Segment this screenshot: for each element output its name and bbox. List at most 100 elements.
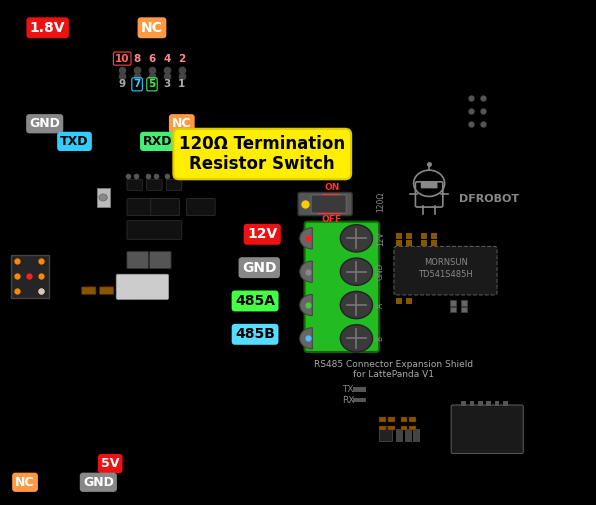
- Text: GND: GND: [83, 476, 114, 489]
- Bar: [396, 240, 402, 246]
- Wedge shape: [300, 261, 312, 282]
- Bar: [396, 429, 402, 441]
- Text: 1.8V: 1.8V: [30, 21, 66, 35]
- Text: TXD: TXD: [60, 135, 89, 148]
- Bar: [495, 401, 499, 406]
- Bar: [379, 426, 386, 430]
- Bar: [470, 401, 474, 406]
- Text: NC: NC: [15, 476, 35, 489]
- Bar: [406, 240, 412, 246]
- Bar: [461, 401, 466, 406]
- Text: 5V: 5V: [101, 457, 119, 470]
- FancyBboxPatch shape: [127, 198, 156, 216]
- Text: 120Ω: 120Ω: [375, 192, 385, 212]
- Bar: [413, 429, 419, 441]
- Text: 1: 1: [178, 79, 185, 89]
- FancyBboxPatch shape: [298, 192, 352, 216]
- Text: A: A: [375, 302, 385, 308]
- Text: 4: 4: [163, 54, 170, 64]
- Text: TD541S485H: TD541S485H: [418, 270, 473, 279]
- Text: 2: 2: [178, 54, 185, 64]
- Text: 8: 8: [134, 54, 141, 64]
- Text: TX: TX: [342, 385, 353, 394]
- FancyBboxPatch shape: [311, 195, 346, 213]
- FancyBboxPatch shape: [150, 251, 171, 269]
- Text: 9: 9: [119, 79, 126, 89]
- FancyBboxPatch shape: [127, 221, 182, 239]
- Bar: [409, 417, 416, 422]
- Bar: [406, 298, 412, 304]
- Bar: [396, 233, 402, 239]
- FancyBboxPatch shape: [305, 222, 379, 352]
- Bar: [486, 401, 491, 406]
- Text: GND: GND: [29, 117, 60, 130]
- Text: B: B: [375, 336, 385, 341]
- Bar: [353, 387, 366, 392]
- Text: RS485 Connector Expansion Shield
for LattePanda V1: RS485 Connector Expansion Shield for Lat…: [314, 360, 473, 379]
- Bar: [431, 233, 437, 239]
- Text: 12V: 12V: [247, 227, 277, 241]
- FancyBboxPatch shape: [421, 181, 437, 188]
- Bar: [11, 255, 49, 298]
- Bar: [401, 426, 407, 430]
- Bar: [379, 417, 386, 422]
- Circle shape: [340, 291, 372, 319]
- Bar: [421, 240, 427, 246]
- FancyBboxPatch shape: [82, 287, 96, 294]
- Text: RXD: RXD: [143, 135, 173, 148]
- Text: 10: 10: [115, 54, 129, 64]
- Bar: [461, 307, 467, 312]
- FancyBboxPatch shape: [151, 198, 179, 216]
- Text: MORNSUN: MORNSUN: [424, 258, 468, 267]
- Text: 5: 5: [148, 79, 156, 89]
- Bar: [353, 398, 366, 402]
- Circle shape: [340, 225, 372, 252]
- Text: NC: NC: [141, 21, 163, 35]
- Text: GND: GND: [242, 261, 277, 275]
- Bar: [396, 298, 402, 304]
- FancyBboxPatch shape: [166, 179, 182, 190]
- Bar: [388, 426, 395, 430]
- Text: 3: 3: [163, 79, 170, 89]
- Circle shape: [340, 258, 372, 285]
- FancyBboxPatch shape: [394, 246, 497, 295]
- Text: OFF: OFF: [321, 215, 342, 224]
- FancyBboxPatch shape: [127, 251, 148, 269]
- FancyBboxPatch shape: [100, 287, 114, 294]
- Text: NC: NC: [172, 117, 191, 130]
- Bar: [379, 426, 392, 441]
- Text: RX: RX: [342, 396, 355, 405]
- Text: ON: ON: [325, 183, 340, 192]
- Text: 485B: 485B: [235, 327, 275, 341]
- Text: 120Ω Termination
Resistor Switch: 120Ω Termination Resistor Switch: [179, 135, 345, 173]
- Bar: [461, 300, 467, 306]
- FancyBboxPatch shape: [127, 179, 142, 190]
- Bar: [421, 233, 427, 239]
- FancyBboxPatch shape: [147, 179, 162, 190]
- Bar: [401, 417, 407, 422]
- Bar: [450, 307, 456, 312]
- Wedge shape: [300, 328, 312, 349]
- Bar: [450, 300, 456, 306]
- Bar: [97, 188, 110, 207]
- Text: 6: 6: [148, 54, 156, 64]
- Text: GND: GND: [375, 263, 385, 280]
- Wedge shape: [300, 228, 312, 249]
- Bar: [478, 401, 483, 406]
- Bar: [405, 429, 411, 441]
- Wedge shape: [300, 294, 312, 316]
- Bar: [409, 426, 416, 430]
- Bar: [388, 417, 395, 422]
- Circle shape: [340, 325, 372, 352]
- Text: 485A: 485A: [235, 294, 275, 308]
- Bar: [431, 240, 437, 246]
- Bar: [406, 233, 412, 239]
- Text: 7: 7: [134, 79, 141, 89]
- FancyBboxPatch shape: [116, 274, 169, 299]
- Bar: [503, 401, 508, 406]
- FancyBboxPatch shape: [187, 198, 215, 216]
- FancyBboxPatch shape: [451, 405, 523, 453]
- Text: DFROBOT: DFROBOT: [459, 194, 519, 205]
- Circle shape: [99, 194, 107, 201]
- Text: 12V: 12V: [375, 231, 385, 246]
